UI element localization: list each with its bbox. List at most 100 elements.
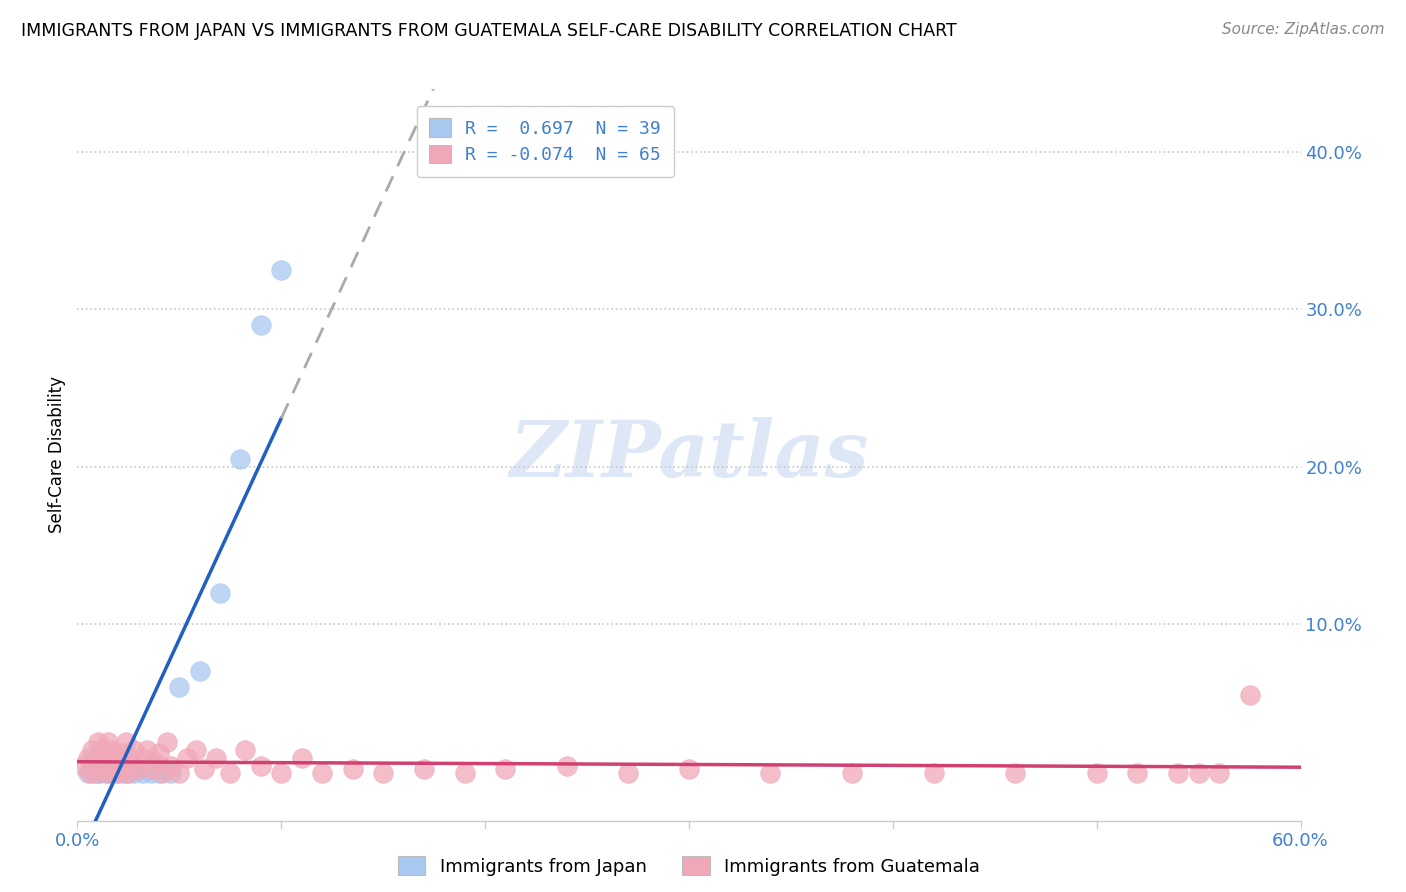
Point: [83, 766, 105, 780]
Point: [148, 746, 170, 760]
Point: [143, 758, 166, 772]
Point: [176, 750, 198, 764]
Point: [105, 764, 128, 778]
Point: [922, 766, 945, 780]
Point: [413, 762, 436, 776]
Point: [108, 762, 131, 776]
Point: [371, 766, 394, 780]
Point: [160, 766, 183, 780]
Point: [290, 750, 312, 764]
Point: [115, 735, 138, 749]
Point: [97, 758, 120, 772]
Point: [121, 758, 143, 772]
Point: [117, 766, 139, 780]
Point: [153, 762, 176, 776]
Point: [127, 764, 149, 778]
Point: [169, 680, 191, 694]
Point: [270, 766, 292, 780]
Point: [1187, 766, 1209, 780]
Point: [80, 758, 103, 772]
Point: [555, 758, 578, 772]
Point: [1239, 688, 1261, 702]
Point: [83, 758, 105, 772]
Point: [84, 766, 107, 780]
Point: [111, 746, 134, 760]
Point: [135, 762, 157, 776]
Point: [617, 766, 640, 780]
Point: [103, 756, 125, 770]
Point: [89, 766, 111, 780]
Point: [108, 756, 131, 770]
Point: [678, 762, 700, 776]
Point: [84, 750, 107, 764]
Point: [76, 750, 98, 764]
Text: ZIPatlas: ZIPatlas: [509, 417, 869, 493]
Point: [250, 318, 273, 333]
Point: [152, 766, 174, 780]
Point: [311, 766, 333, 780]
Point: [219, 766, 242, 780]
Point: [90, 743, 112, 757]
Point: [120, 750, 142, 764]
Point: [160, 758, 183, 772]
Point: [103, 762, 125, 776]
Point: [101, 766, 124, 780]
Point: [759, 766, 782, 780]
Point: [127, 762, 149, 776]
Point: [342, 762, 364, 776]
Point: [229, 451, 252, 466]
Point: [208, 585, 231, 599]
Point: [453, 766, 475, 780]
Point: [79, 766, 101, 780]
Point: [93, 758, 115, 772]
Point: [143, 756, 166, 770]
Point: [76, 766, 98, 780]
Point: [156, 735, 179, 749]
Point: [124, 766, 146, 780]
Point: [107, 766, 129, 780]
Text: Source: ZipAtlas.com: Source: ZipAtlas.com: [1222, 22, 1385, 37]
Point: [193, 762, 215, 776]
Point: [188, 664, 211, 678]
Point: [98, 762, 121, 776]
Point: [1085, 766, 1108, 780]
Point: [97, 735, 120, 749]
Point: [120, 762, 142, 776]
Point: [87, 735, 110, 749]
Point: [107, 766, 129, 780]
Point: [148, 766, 170, 780]
Legend: Immigrants from Japan, Immigrants from Guatemala: Immigrants from Japan, Immigrants from G…: [389, 847, 988, 885]
Point: [169, 766, 191, 780]
Point: [97, 766, 120, 780]
Point: [72, 758, 94, 772]
Point: [94, 766, 117, 780]
Point: [117, 766, 139, 780]
Point: [105, 750, 128, 764]
Point: [89, 758, 111, 772]
Point: [1167, 766, 1189, 780]
Point: [250, 758, 273, 772]
Point: [80, 743, 103, 757]
Point: [131, 750, 153, 764]
Point: [87, 750, 110, 764]
Point: [112, 762, 135, 776]
Point: [111, 758, 134, 772]
Point: [93, 762, 115, 776]
Point: [90, 762, 112, 776]
Point: [1208, 766, 1230, 780]
Point: [139, 766, 162, 780]
Point: [495, 762, 517, 776]
Point: [1004, 766, 1026, 780]
Point: [121, 758, 143, 772]
Point: [87, 758, 110, 772]
Point: [97, 764, 120, 779]
Point: [112, 766, 135, 780]
Point: [270, 263, 292, 277]
Point: [184, 743, 207, 757]
Y-axis label: Self-Care Disability: Self-Care Disability: [48, 376, 66, 533]
Point: [87, 766, 110, 780]
Point: [135, 743, 157, 757]
Point: [98, 756, 121, 770]
Point: [205, 750, 228, 764]
Point: [101, 743, 124, 757]
